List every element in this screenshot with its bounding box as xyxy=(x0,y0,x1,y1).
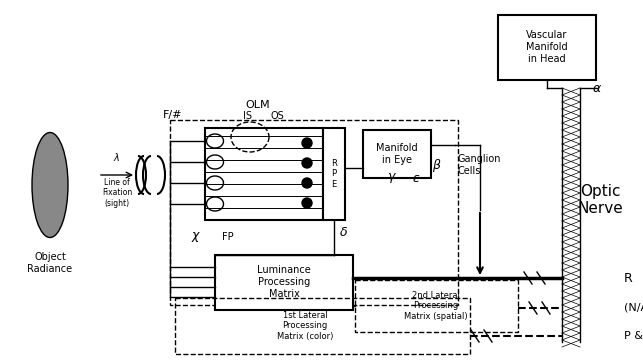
Text: 2nd Lateral
Processing
Matrix (spatial): 2nd Lateral Processing Matrix (spatial) xyxy=(404,291,468,321)
Text: R: R xyxy=(624,272,633,285)
Text: $\lambda$: $\lambda$ xyxy=(113,151,121,163)
Text: Object
Radiance: Object Radiance xyxy=(28,252,73,274)
Text: $\beta$: $\beta$ xyxy=(432,157,442,174)
Text: $\chi$: $\chi$ xyxy=(191,230,201,244)
Ellipse shape xyxy=(32,132,68,237)
Bar xyxy=(215,255,353,310)
Bar xyxy=(205,128,323,220)
Text: $\delta$: $\delta$ xyxy=(340,226,349,239)
Bar xyxy=(170,120,458,305)
Bar xyxy=(498,15,596,80)
Text: OLM: OLM xyxy=(246,100,270,110)
Text: R
P
E: R P E xyxy=(331,159,337,189)
Circle shape xyxy=(302,138,312,148)
Text: Optic
Nerve: Optic Nerve xyxy=(577,184,623,216)
Bar xyxy=(323,128,345,220)
Text: Manifold
in Eye: Manifold in Eye xyxy=(376,143,418,165)
Circle shape xyxy=(302,198,312,208)
Text: (N/A): (N/A) xyxy=(624,303,643,313)
Text: Vascular
Manifold
in Head: Vascular Manifold in Head xyxy=(526,30,568,64)
Text: Line of
Fixation
(sight): Line of Fixation (sight) xyxy=(102,178,132,208)
Text: 1st Lateral
Processing
Matrix (color): 1st Lateral Processing Matrix (color) xyxy=(277,311,333,341)
Circle shape xyxy=(302,158,312,168)
Text: $\gamma$: $\gamma$ xyxy=(387,171,397,185)
Circle shape xyxy=(302,178,312,188)
Text: OS: OS xyxy=(270,111,284,121)
Text: F/#: F/# xyxy=(163,110,183,120)
Bar xyxy=(175,298,470,354)
Bar xyxy=(355,280,518,332)
Text: Luminance
Processing
Matrix: Luminance Processing Matrix xyxy=(257,265,311,299)
Text: $\varepsilon$: $\varepsilon$ xyxy=(412,172,420,185)
Bar xyxy=(363,130,431,178)
Text: Ganglion
Cells: Ganglion Cells xyxy=(457,154,500,176)
Text: FP: FP xyxy=(222,232,234,242)
Text: P & Q: P & Q xyxy=(624,331,643,341)
Text: $\alpha$: $\alpha$ xyxy=(592,81,602,94)
Text: IS: IS xyxy=(242,111,251,121)
